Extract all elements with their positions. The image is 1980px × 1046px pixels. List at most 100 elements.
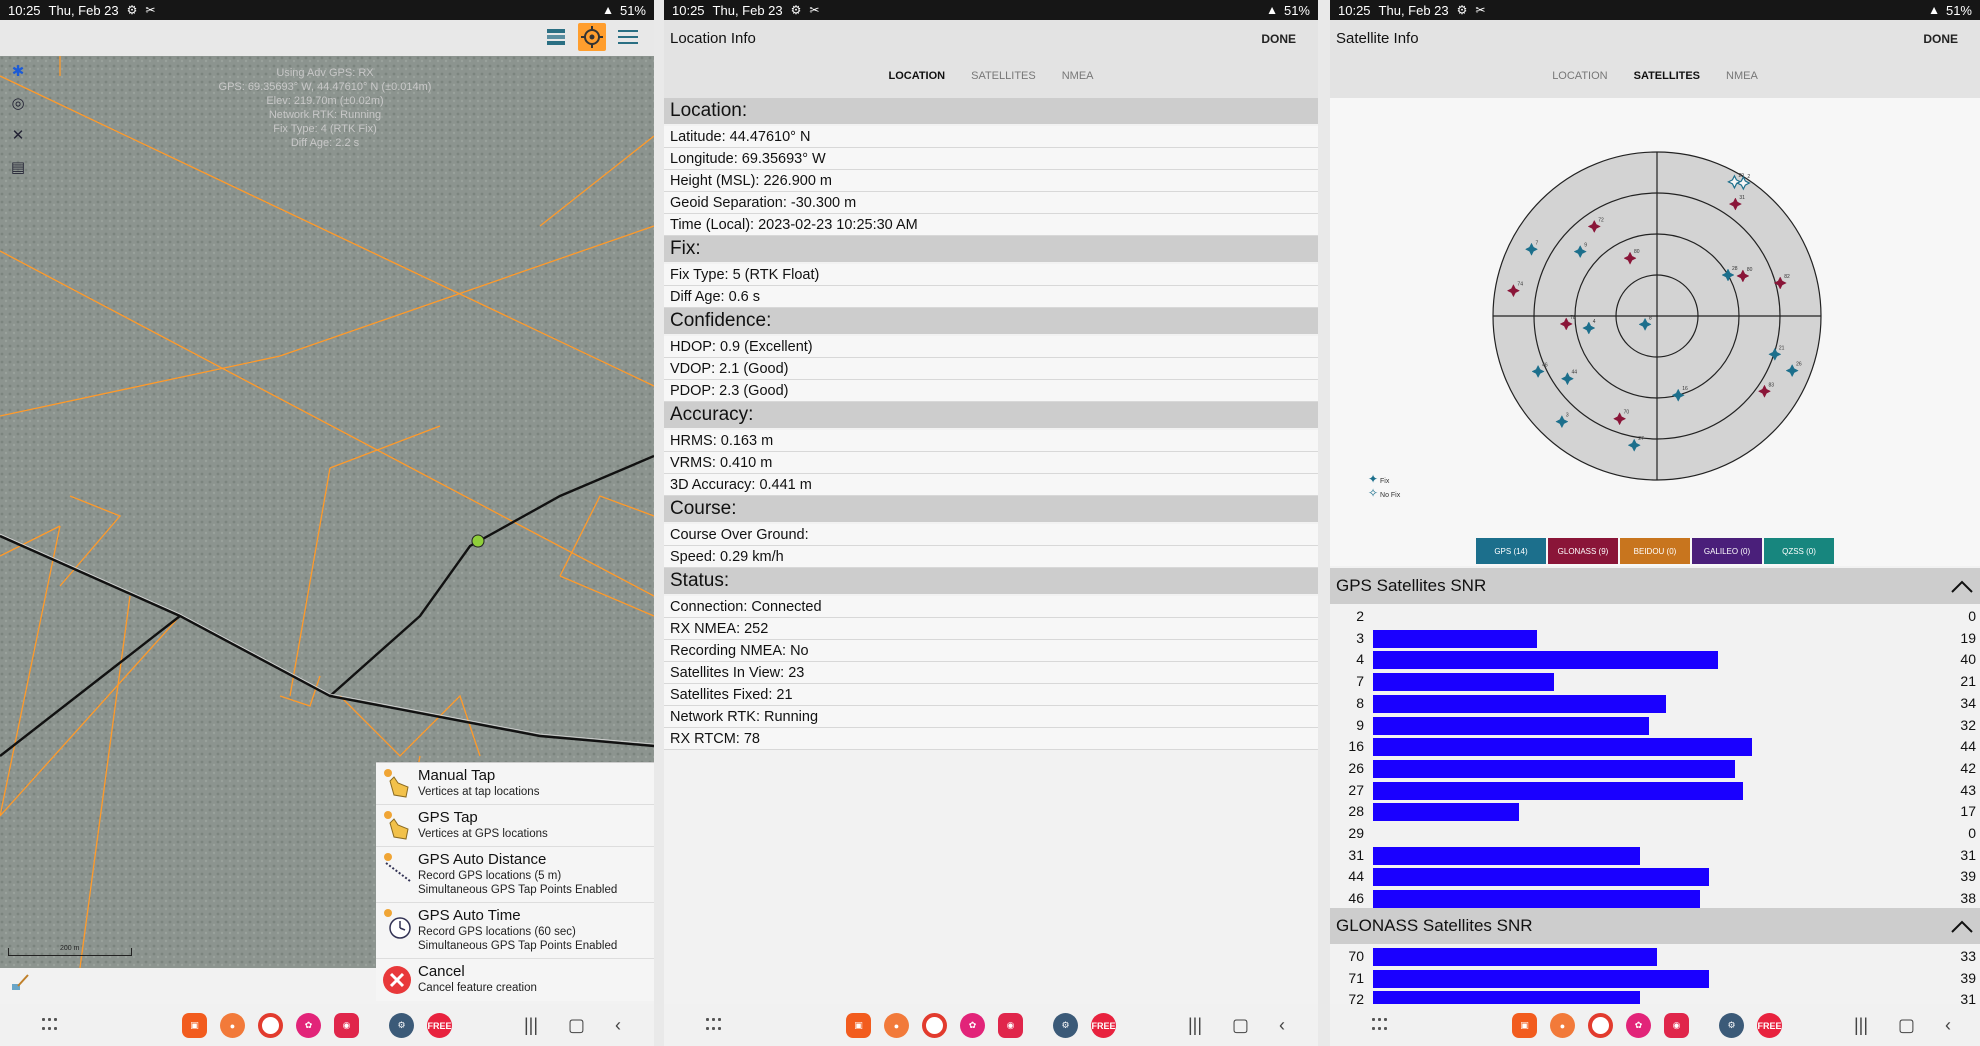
tools-icon: ✂ bbox=[1475, 3, 1486, 17]
target-icon[interactable]: ◎ bbox=[11, 95, 25, 112]
filter-galileo[interactable]: GALILEO (0) bbox=[1692, 538, 1762, 564]
info-row: VRMS: 0.410 m bbox=[664, 452, 1318, 474]
info-row: 3D Accuracy: 0.441 m bbox=[664, 474, 1318, 496]
settings-icon: ⚙ bbox=[1456, 3, 1468, 17]
skyplot-area: 29 31 2 72 7 9 80 80 28 82 74 78 4 8 21 26 83 46 44 3 70 16 27… bbox=[1330, 98, 1980, 566]
gallery-app-icon[interactable]: ✿ bbox=[296, 1013, 321, 1038]
skyplot: 29 31 2 72 7 9 80 80 28 82 74 78 4 8 21 26 83 46 44 3 70 16 27 bbox=[1492, 151, 1822, 481]
home-icon[interactable]: ▢ bbox=[1898, 1015, 1916, 1035]
tab-nmea[interactable]: NMEA bbox=[1726, 70, 1758, 82]
back-icon[interactable]: ‹ bbox=[1945, 1015, 1952, 1035]
chevron-up-icon[interactable] bbox=[1948, 912, 1976, 940]
hamburger-menu-icon[interactable] bbox=[614, 23, 642, 51]
document-icon[interactable]: ▤ bbox=[10, 159, 26, 176]
camera-app-icon[interactable]: ◉ bbox=[334, 1013, 359, 1038]
gallery-app-icon[interactable]: ✿ bbox=[960, 1013, 985, 1038]
snr-row: 4 40 bbox=[1330, 649, 1980, 671]
snr-bar bbox=[1373, 868, 1709, 887]
distance-ruler-icon bbox=[384, 853, 411, 882]
tab-location[interactable]: LOCATION bbox=[888, 70, 946, 82]
home-icon[interactable]: ▢ bbox=[568, 1015, 586, 1035]
notes-app-icon[interactable]: ▣ bbox=[1512, 1013, 1537, 1038]
notes-app-icon[interactable]: ▣ bbox=[182, 1013, 207, 1038]
section-heading: Accuracy: bbox=[664, 402, 1318, 428]
notes-app-icon[interactable]: ▣ bbox=[846, 1013, 871, 1038]
contacts-app-icon[interactable]: ● bbox=[220, 1013, 245, 1038]
cancel-option[interactable]: Cancel Cancel feature creation bbox=[376, 959, 654, 1001]
settings-app-icon[interactable]: ⚙ bbox=[1719, 1013, 1744, 1038]
satellite-label: 26 bbox=[1796, 362, 1802, 368]
info-row: HDOP: 0.9 (Excellent) bbox=[664, 336, 1318, 358]
satellite-label: 28 bbox=[1732, 266, 1738, 272]
snr-bar bbox=[1373, 890, 1701, 909]
bluetooth-icon[interactable]: ✱ bbox=[11, 63, 25, 80]
settings-app-icon[interactable]: ⚙ bbox=[389, 1013, 414, 1038]
skyplot-legend: ✦ Fix ✧ No Fix bbox=[1368, 472, 1400, 500]
chrome-app-icon[interactable] bbox=[258, 1013, 283, 1038]
app-drawer-icon[interactable] bbox=[706, 1018, 722, 1032]
recents-icon[interactable]: ||| bbox=[1854, 1015, 1869, 1035]
app-dock: ▣ ● ✿ ◉ ⚙ FREE bbox=[182, 1013, 452, 1038]
home-icon[interactable]: ▢ bbox=[1232, 1015, 1250, 1035]
satellite-id: 8 bbox=[1356, 694, 1364, 711]
page-title: Location Info bbox=[670, 30, 756, 47]
filter-glonass[interactable]: GLONASS (9) bbox=[1548, 538, 1618, 564]
page-title: Satellite Info bbox=[1336, 30, 1419, 47]
menu-item-title: GPS Auto Distance bbox=[418, 851, 547, 868]
recents-icon[interactable]: ||| bbox=[1188, 1015, 1203, 1035]
done-button[interactable]: DONE bbox=[1261, 32, 1296, 46]
gps-auto-time-option[interactable]: GPS Auto Time Record GPS locations (60 se… bbox=[376, 903, 654, 959]
gps-tap-option[interactable]: GPS Tap Vertices at GPS locations bbox=[376, 805, 654, 847]
tab-nmea[interactable]: NMEA bbox=[1061, 70, 1094, 82]
satellite-marker bbox=[1582, 321, 1596, 335]
gps-snr-header[interactable]: GPS Satellites SNR bbox=[1330, 568, 1980, 604]
contacts-app-icon[interactable]: ● bbox=[1550, 1013, 1575, 1038]
app-drawer-icon[interactable] bbox=[1372, 1018, 1388, 1032]
back-icon[interactable]: ‹ bbox=[1279, 1015, 1286, 1035]
gps-auto-distance-option[interactable]: GPS Auto Distance Record GPS locations (5… bbox=[376, 847, 654, 903]
satellite-label: 82 bbox=[1784, 274, 1790, 280]
satellite-label: 9 bbox=[1584, 243, 1587, 249]
camera-app-icon[interactable]: ◉ bbox=[998, 1013, 1023, 1038]
free-app-icon[interactable]: FREE bbox=[1091, 1013, 1116, 1038]
gps-overlay-line: Network RTK: Running bbox=[268, 109, 382, 121]
filter-qzss[interactable]: QZSS (0) bbox=[1764, 538, 1834, 564]
gps-locate-icon[interactable] bbox=[578, 23, 606, 51]
app-drawer-icon[interactable] bbox=[42, 1018, 58, 1032]
info-tabs: LOCATION SATELLITES NMEA bbox=[1330, 70, 1980, 82]
filter-gps[interactable]: GPS (14) bbox=[1476, 538, 1546, 564]
menu-item-subtitle: Record GPS locations (60 sec) bbox=[418, 926, 576, 938]
contacts-app-icon[interactable]: ● bbox=[884, 1013, 909, 1038]
chrome-app-icon[interactable] bbox=[922, 1013, 947, 1038]
free-app-icon[interactable]: FREE bbox=[1757, 1013, 1782, 1038]
menu-item-subtitle: Cancel feature creation bbox=[418, 982, 537, 994]
tab-satellites[interactable]: SATELLITES bbox=[971, 70, 1036, 82]
satellite-label: 27 bbox=[1638, 436, 1644, 442]
info-row: Network RTK: Running bbox=[664, 706, 1318, 728]
crosshair-icon[interactable]: ✕ bbox=[11, 127, 25, 144]
chrome-app-icon[interactable] bbox=[1588, 1013, 1613, 1038]
layers-icon[interactable] bbox=[542, 23, 570, 51]
free-app-icon[interactable]: FREE bbox=[427, 1013, 452, 1038]
snr-bar bbox=[1373, 651, 1718, 670]
satellite-label: 72 bbox=[1598, 217, 1604, 223]
settings-app-icon[interactable]: ⚙ bbox=[1053, 1013, 1078, 1038]
satellite-marker bbox=[1613, 412, 1627, 426]
satellite-marker bbox=[1757, 384, 1772, 398]
gallery-app-icon[interactable]: ✿ bbox=[1626, 1013, 1651, 1038]
info-row: Latitude: 44.47610° N bbox=[664, 126, 1318, 148]
tab-satellites[interactable]: SATELLITES bbox=[1633, 70, 1701, 82]
manual-tap-option[interactable]: Manual Tap Vertices at tap locations bbox=[376, 763, 654, 805]
tab-location[interactable]: LOCATION bbox=[1552, 70, 1608, 82]
filter-beidou[interactable]: BEIDOU (0) bbox=[1620, 538, 1690, 564]
done-button[interactable]: DONE bbox=[1923, 32, 1958, 46]
edit-icon[interactable] bbox=[10, 972, 30, 992]
map-tools bbox=[542, 23, 642, 51]
camera-app-icon[interactable]: ◉ bbox=[1664, 1013, 1689, 1038]
back-icon[interactable]: ‹ bbox=[615, 1015, 622, 1035]
chevron-up-icon[interactable] bbox=[1948, 572, 1976, 600]
menu-item-title: Manual Tap bbox=[418, 767, 496, 784]
recents-icon[interactable]: ||| bbox=[524, 1015, 539, 1035]
satellite-label: 7 bbox=[1536, 240, 1539, 246]
glonass-snr-header[interactable]: GLONASS Satellites SNR bbox=[1330, 908, 1980, 944]
